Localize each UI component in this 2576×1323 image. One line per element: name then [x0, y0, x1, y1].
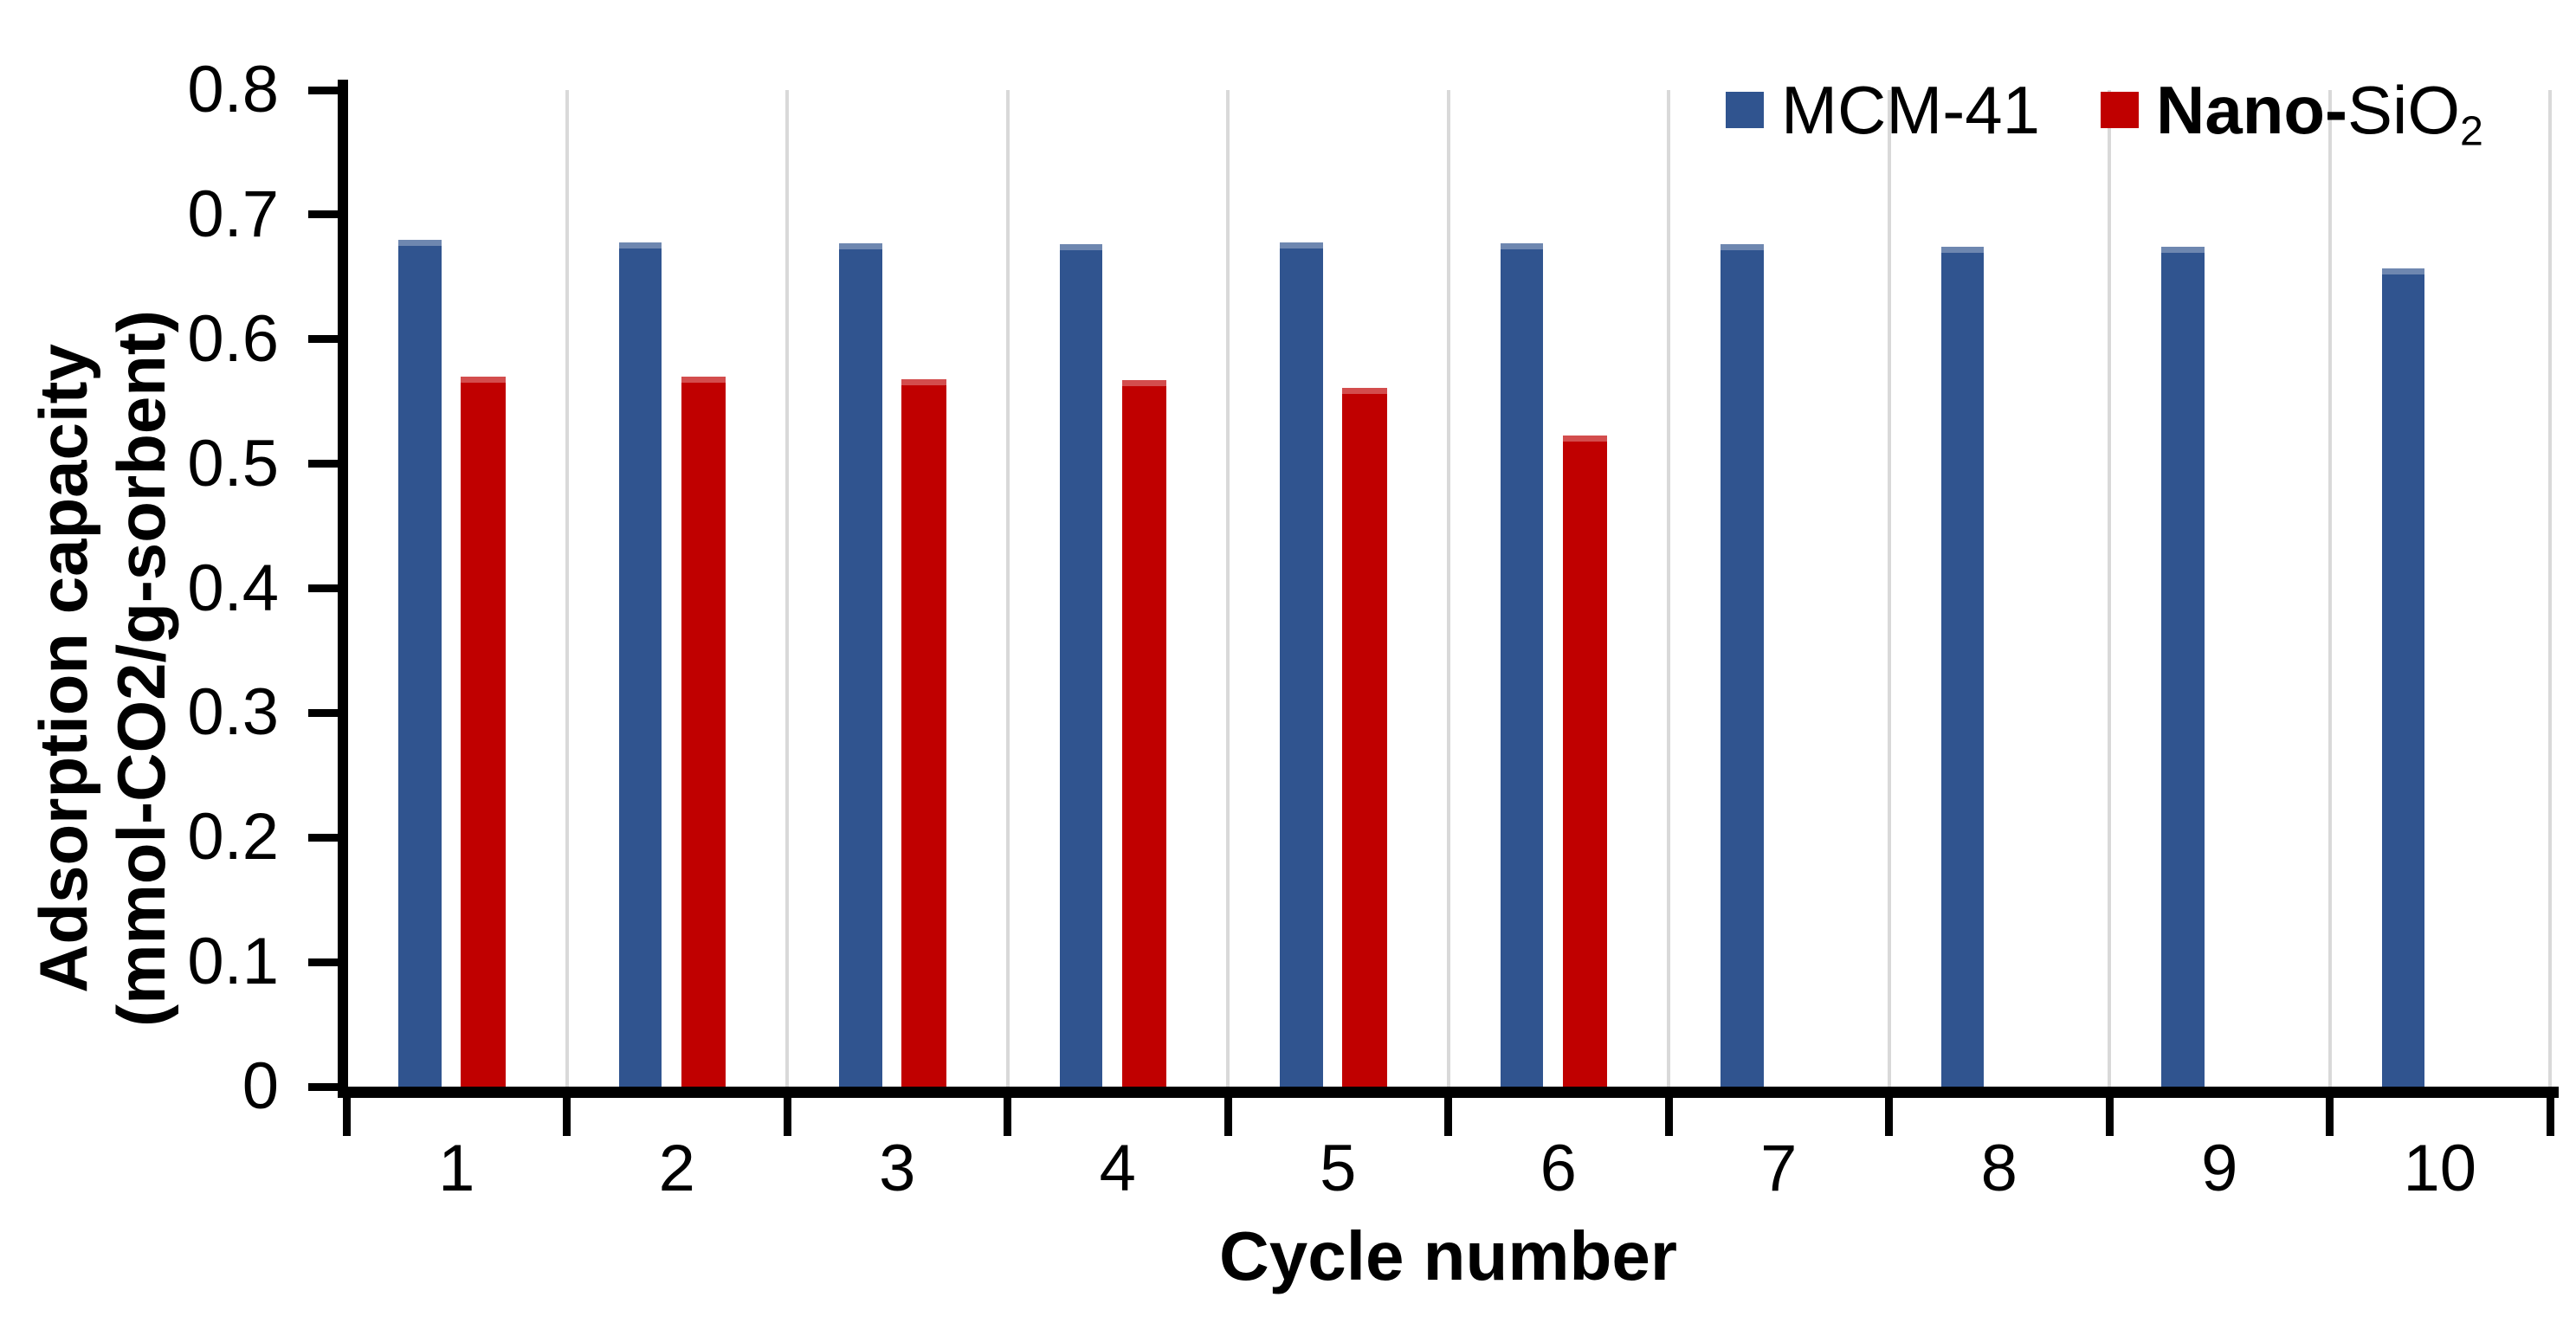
x-tick-label-7: 7: [1760, 1132, 1798, 1205]
bar-mcm41-cycle-8: [1940, 247, 1985, 1087]
bar-mcm41-cycle-2: [618, 242, 662, 1087]
bar-mcm41-cycle-5: [1280, 242, 1323, 1087]
y-axis-tick: [308, 460, 348, 468]
gridline: [1005, 90, 1010, 1087]
category-cell-2: [567, 90, 789, 1087]
bar-mcm41-cycle-6: [1500, 242, 1544, 1087]
legend-label-nano-sio2: Nano-SiO2: [2156, 72, 2483, 155]
y-tick-label-0.5: 0.5: [187, 426, 279, 500]
x-tick-label-1: 1: [438, 1132, 475, 1205]
y-tick-label-0.1: 0.1: [187, 925, 279, 999]
category-cell-8: [1889, 90, 2111, 1087]
legend-swatch-nano-sio2: [2101, 92, 2140, 128]
x-tick-label-3: 3: [879, 1132, 916, 1205]
category-cell-5: [1228, 90, 1450, 1087]
y-tick-label-0.3: 0.3: [187, 675, 279, 750]
x-axis-tick: [2546, 1098, 2554, 1136]
x-tick-label-8: 8: [1980, 1132, 2018, 1205]
y-axis-tick: [308, 86, 348, 94]
x-axis-tick: [783, 1098, 791, 1136]
bar-nanosio2-cycle-2: [681, 376, 726, 1087]
bar-nanosio2-cycle-1: [461, 376, 506, 1087]
y-tick-label-0.8: 0.8: [187, 53, 279, 126]
y-tick-label-0.6: 0.6: [187, 301, 279, 376]
y-tick-label-0.7: 0.7: [187, 177, 279, 251]
gridline: [2108, 90, 2111, 1087]
legend-item-nano-sio2: Nano-SiO2: [2101, 72, 2483, 155]
gridline: [1446, 90, 1450, 1087]
legend-item-mcm41: MCM-41: [1726, 73, 2040, 147]
x-axis-tick: [1885, 1098, 1893, 1136]
bar-mcm41-cycle-10: [2381, 268, 2425, 1087]
category-cell-6: [1449, 90, 1670, 1087]
y-axis-tick: [308, 210, 348, 219]
category-cell-7: [1669, 90, 1891, 1087]
y-tick-label-0.4: 0.4: [187, 551, 279, 625]
x-tick-label-9: 9: [2201, 1132, 2238, 1205]
bar-mcm41-cycle-3: [839, 242, 882, 1087]
x-axis-tick: [1223, 1098, 1232, 1136]
plot-area: [346, 90, 2552, 1087]
x-axis-tick: [1004, 1098, 1011, 1136]
bar-mcm41-cycle-7: [1721, 244, 1764, 1087]
gridline: [2548, 90, 2552, 1087]
category-cell-3: [787, 90, 1010, 1087]
x-axis-tick: [1664, 1098, 1673, 1136]
bar-nanosio2-cycle-5: [1342, 387, 1387, 1087]
x-axis-tick: [342, 1098, 351, 1136]
category-cell-9: [2109, 90, 2332, 1087]
bar-mcm41-cycle-9: [2161, 247, 2205, 1087]
legend: MCM-41 Nano-SiO2: [1726, 72, 2483, 155]
gridline: [1226, 90, 1230, 1087]
y-axis-tick: [308, 1082, 348, 1091]
bar-mcm41-cycle-1: [398, 239, 442, 1087]
category-cell-10: [2330, 90, 2552, 1087]
y-axis-tick: [308, 708, 348, 717]
x-axis-tick: [1444, 1098, 1452, 1136]
gridline: [565, 90, 569, 1087]
x-tick-label-4: 4: [1099, 1132, 1136, 1205]
bar-nanosio2-cycle-3: [901, 378, 946, 1087]
x-tick-label-6: 6: [1540, 1132, 1577, 1205]
bar-mcm41-cycle-4: [1059, 244, 1103, 1087]
legend-swatch-mcm41: [1726, 92, 1764, 128]
x-tick-label-5: 5: [1320, 1132, 1357, 1205]
y-tick-label-0.2: 0.2: [187, 800, 279, 874]
x-axis-tick: [2105, 1098, 2114, 1136]
category-cell-4: [1008, 90, 1230, 1087]
bar-nanosio2-cycle-4: [1121, 380, 1167, 1087]
x-axis-line: [338, 1087, 2559, 1098]
gridline: [1667, 90, 1670, 1087]
gridline: [1887, 90, 1891, 1087]
category-cell-1: [346, 90, 569, 1087]
x-axis-tick: [2326, 1098, 2334, 1136]
y-axis-tick: [308, 335, 348, 344]
x-tick-label-2: 2: [658, 1132, 695, 1205]
x-tick-label-10: 10: [2403, 1132, 2477, 1205]
x-axis-title: Cycle number: [1218, 1217, 1678, 1294]
y-axis-tick: [308, 833, 348, 842]
x-axis-tick: [563, 1098, 571, 1136]
y-axis-tick: [308, 958, 348, 966]
y-tick-label-0: 0: [242, 1049, 279, 1123]
bar-nanosio2-cycle-6: [1562, 435, 1608, 1087]
gridline: [785, 90, 789, 1087]
gridline: [2327, 90, 2332, 1087]
y-axis-tick: [308, 584, 348, 592]
legend-label-mcm41: MCM-41: [1781, 72, 2041, 148]
